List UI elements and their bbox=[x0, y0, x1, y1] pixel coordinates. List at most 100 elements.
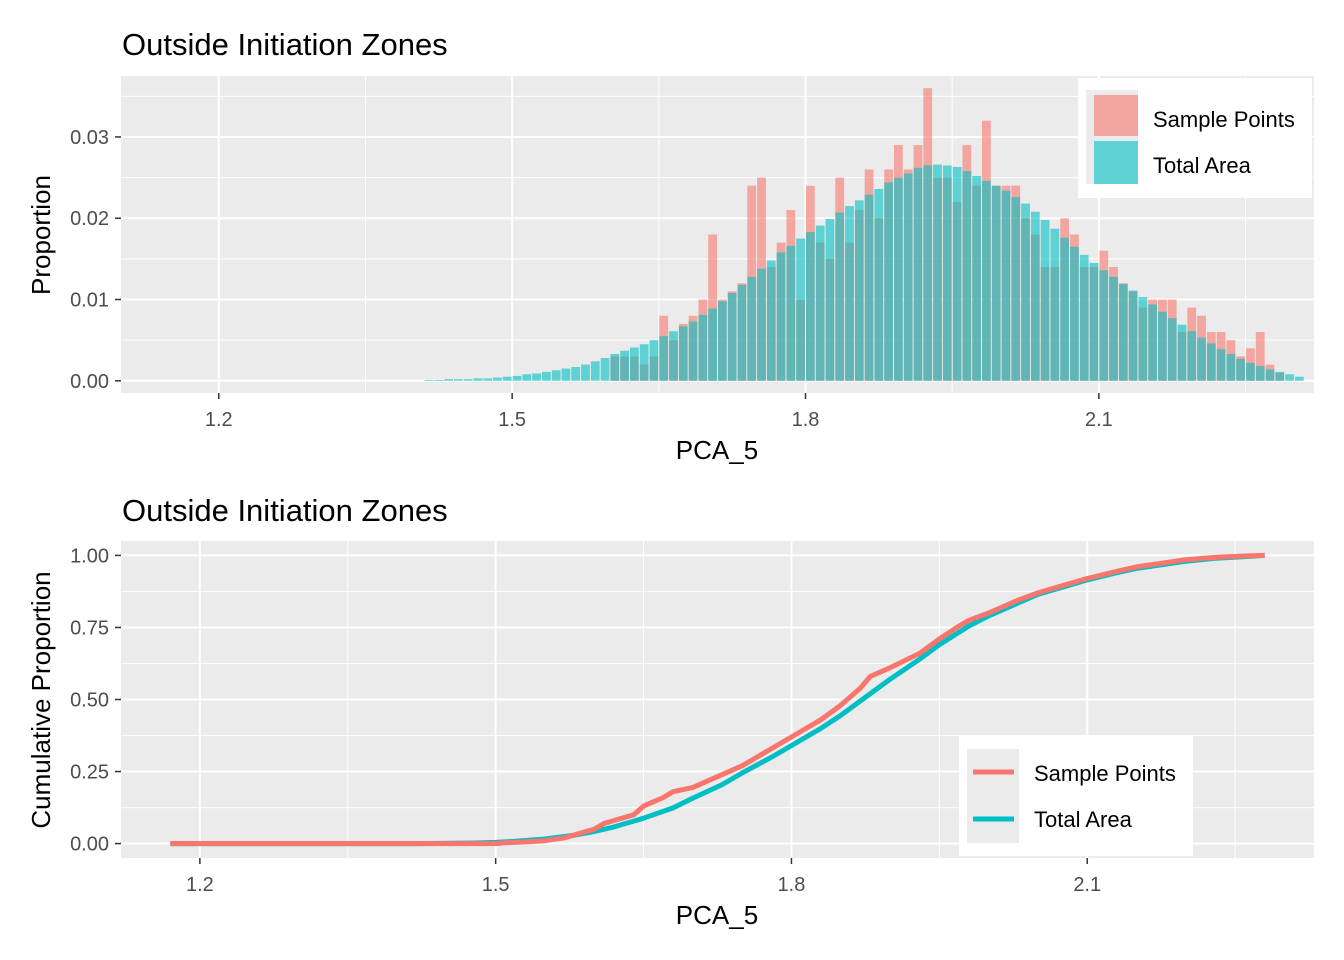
bar-total-area bbox=[1197, 337, 1206, 381]
bar-total-area bbox=[1226, 353, 1236, 381]
bar-total-area bbox=[1050, 228, 1060, 381]
y-tick-label: 0.50 bbox=[70, 690, 109, 712]
bar-total-area bbox=[590, 361, 600, 381]
bar-total-area bbox=[962, 171, 972, 381]
bar-total-area bbox=[874, 188, 884, 381]
bar-total-area bbox=[1187, 331, 1197, 381]
y-tick-label: 1.00 bbox=[70, 545, 109, 567]
bar-total-area bbox=[727, 293, 737, 381]
legend-label-sample-points: Sample Points bbox=[1153, 107, 1295, 132]
bar-total-area bbox=[1158, 311, 1167, 381]
bar-total-area bbox=[815, 225, 825, 381]
cumulative-y-ticks: 0.00 0.25 0.50 0.75 1.00 bbox=[70, 545, 121, 856]
bar-total-area bbox=[620, 350, 629, 381]
bar-total-area bbox=[1079, 254, 1089, 381]
bar-total-area bbox=[1236, 358, 1246, 381]
bar-total-area bbox=[757, 268, 766, 381]
bar-total-area bbox=[942, 165, 952, 381]
bar-total-area bbox=[982, 180, 991, 381]
bar-total-area bbox=[972, 175, 982, 381]
bar-sample-points bbox=[708, 234, 717, 381]
bar-total-area bbox=[1167, 318, 1177, 381]
bar-total-area bbox=[1265, 369, 1275, 381]
bar-sample-points bbox=[1255, 332, 1265, 381]
bar-total-area bbox=[903, 173, 913, 381]
bar-total-area bbox=[1040, 219, 1050, 381]
y-tick-label: 0.00 bbox=[70, 834, 109, 856]
bar-total-area bbox=[1216, 349, 1226, 381]
y-tick-label: 0.01 bbox=[70, 290, 109, 312]
bar-total-area bbox=[952, 167, 962, 381]
histogram-bars bbox=[424, 88, 1304, 381]
bar-total-area bbox=[561, 368, 571, 381]
legend-label-total-area: Total Area bbox=[1034, 807, 1133, 832]
bar-total-area bbox=[473, 378, 483, 381]
bar-total-area bbox=[786, 245, 796, 381]
bar-total-area bbox=[483, 378, 493, 381]
bar-total-area bbox=[1060, 237, 1070, 381]
cumulative-title: Outside Initiation Zones bbox=[122, 493, 448, 528]
bar-total-area bbox=[1011, 197, 1021, 381]
bar-total-area bbox=[845, 206, 854, 381]
bar-total-area bbox=[581, 364, 590, 381]
bar-total-area bbox=[532, 373, 541, 381]
bar-total-area bbox=[737, 284, 747, 381]
y-tick-label: 0.03 bbox=[70, 127, 109, 149]
cumulative-x-axis-label: PCA_5 bbox=[676, 900, 758, 930]
bar-total-area bbox=[1089, 262, 1099, 381]
bar-total-area bbox=[669, 331, 678, 381]
bar-total-area bbox=[854, 200, 864, 381]
bar-total-area bbox=[502, 376, 512, 381]
bar-total-area bbox=[884, 182, 894, 381]
histogram-x-axis-label: PCA_5 bbox=[676, 435, 758, 465]
bar-total-area bbox=[1128, 290, 1138, 381]
bar-total-area bbox=[1138, 297, 1148, 381]
bar-total-area bbox=[991, 185, 1001, 381]
bar-total-area bbox=[600, 358, 610, 381]
bar-total-area bbox=[512, 375, 522, 381]
bar-total-area bbox=[522, 374, 532, 381]
bar-total-area bbox=[551, 370, 561, 381]
y-tick-label: 0.75 bbox=[70, 617, 109, 639]
histogram-y-ticks: 0.00 0.01 0.02 0.03 bbox=[70, 127, 121, 393]
bar-total-area bbox=[424, 379, 434, 381]
bar-total-area bbox=[571, 366, 581, 381]
y-tick-label: 0.02 bbox=[70, 208, 109, 230]
bar-total-area bbox=[688, 321, 698, 381]
bar-total-area bbox=[1285, 374, 1294, 381]
bar-total-area bbox=[923, 165, 933, 381]
bar-total-area bbox=[864, 194, 874, 381]
bar-total-area bbox=[659, 336, 669, 381]
bar-total-area bbox=[493, 377, 502, 381]
histogram-legend: Sample Points Total Area bbox=[1078, 78, 1312, 198]
bar-total-area bbox=[1099, 270, 1109, 381]
bar-total-area bbox=[444, 379, 453, 381]
bar-total-area bbox=[894, 177, 903, 381]
bar-total-area bbox=[747, 276, 757, 381]
bar-total-area bbox=[610, 353, 620, 381]
cumulative-legend: Sample Points Total Area bbox=[959, 736, 1193, 856]
bar-total-area bbox=[776, 252, 786, 381]
cumulative-chart: Outside Initiation Zones 0.00 0.25 0.50 0.7… bbox=[26, 493, 1314, 930]
bar-total-area bbox=[766, 260, 776, 381]
bar-total-area bbox=[678, 326, 688, 381]
bar-total-area bbox=[463, 379, 473, 381]
x-tick-label: 1.8 bbox=[778, 874, 806, 896]
bar-total-area bbox=[1255, 366, 1265, 381]
line-sample-points bbox=[170, 552, 1265, 847]
bar-total-area bbox=[1294, 376, 1304, 381]
x-tick-label: 2.1 bbox=[1073, 874, 1101, 896]
histogram-grid bbox=[121, 76, 1314, 393]
bar-total-area bbox=[453, 379, 463, 381]
histogram-chart: Outside Initiation Zones 0.000.010.020.0… bbox=[26, 27, 1314, 465]
bar-total-area bbox=[434, 379, 444, 381]
x-tick-label: 1.2 bbox=[205, 409, 233, 431]
bar-total-area bbox=[1275, 371, 1285, 381]
bar-total-area bbox=[1118, 284, 1128, 381]
cumulative-x-ticks: 1.2 1.5 1.8 2.1 bbox=[186, 858, 1101, 896]
legend-label-sample-points: Sample Points bbox=[1034, 761, 1176, 786]
bar-total-area bbox=[541, 371, 551, 381]
bar-total-area bbox=[1246, 362, 1255, 381]
bar-total-area bbox=[629, 347, 639, 381]
